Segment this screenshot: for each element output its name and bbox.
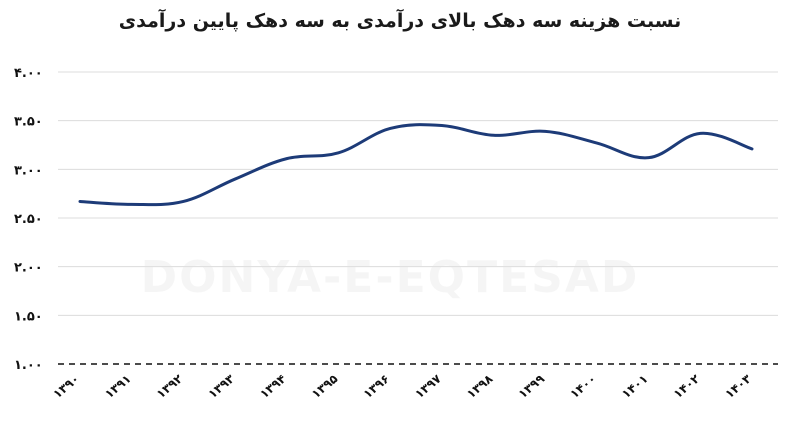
x-tick-label: ۱۳۹۷ [412, 371, 444, 401]
y-axis-ticks: ۱.۰۰ ۱.۵۰ ۲.۰۰ ۲.۵۰ ۳.۰۰ ۳.۵۰ ۴.۰۰ [14, 66, 43, 373]
x-tick-label: ۱۴۰۱ [619, 372, 650, 402]
series-line [78, 123, 754, 207]
chart-title: نسبت هزینه سه دهک بالای درآمدی به سه دهک… [118, 10, 682, 32]
y-tick-label: ۳.۵۰ [14, 115, 43, 130]
x-tick-label: ۱۳۹۳ [206, 371, 238, 401]
y-tick-label: ۱.۵۰ [14, 309, 43, 324]
y-tick-label: ۴.۰۰ [14, 66, 43, 81]
x-tick-label: ۱۳۹۸ [464, 371, 496, 401]
y-tick-label: ۳.۰۰ [14, 163, 43, 178]
x-tick-label: ۱۴۰۳ [722, 371, 754, 401]
x-tick-label: ۱۳۹۹ [516, 371, 548, 401]
y-tick-label: ۲.۰۰ [14, 261, 43, 276]
x-tick-label: ۱۳۹۲ [154, 371, 186, 401]
x-tick-label: ۱۳۹۱ [102, 372, 133, 402]
x-tick-label: ۱۳۹۶ [361, 372, 392, 402]
series-layer [78, 123, 754, 207]
x-axis-ticks: ۱۳۹۰ ۱۳۹۱ ۱۳۹۲ ۱۳۹۳ ۱۳۹۴ ۱۳۹۵ ۱۳۹۶ ۱۳۹۷ ۱۳۹۸ ۱۳۹۹… [50, 371, 754, 401]
y-tick-label: ۲.۵۰ [14, 212, 43, 227]
x-tick-label: ۱۳۹۵ [309, 372, 340, 402]
x-tick-label: ۱۳۹۴ [257, 372, 288, 402]
x-tick-label: ۱۳۹۰ [50, 372, 81, 402]
x-tick-label: ۱۴۰۰ [567, 372, 598, 402]
gridlines [58, 71, 778, 365]
watermark-text: DONYA-E-EQTESAD [141, 252, 640, 303]
x-tick-label: ۱۴۰۲ [671, 371, 703, 401]
y-tick-label: ۱.۰۰ [14, 358, 43, 373]
